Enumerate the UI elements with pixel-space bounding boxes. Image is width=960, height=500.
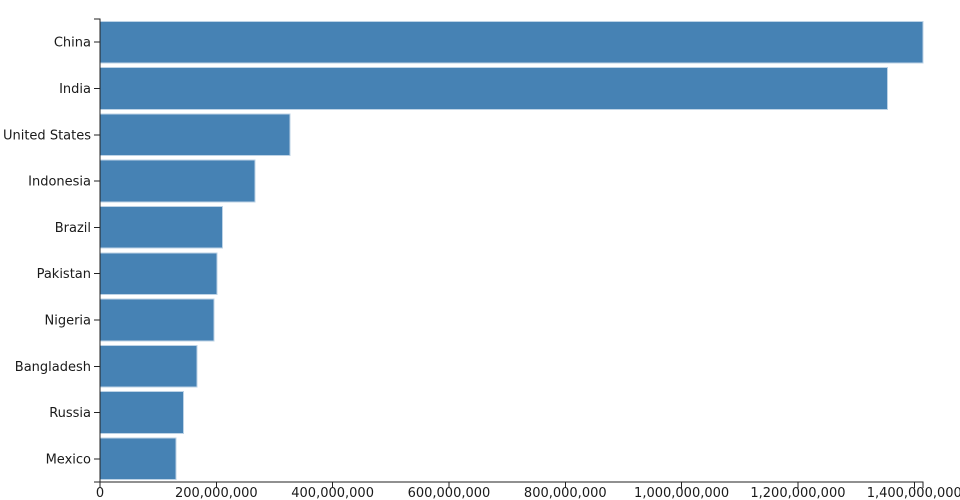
y-tick-label-indonesia: Indonesia [28,175,91,190]
y-axis: China India United States Indonesia Brazil Pa… [3,18,101,483]
x-tick-label: 1,200,000,000 [750,486,845,500]
x-tick-label: 200,000,000 [175,486,258,500]
bar-nigeria [99,298,215,342]
bar-brazil [99,206,224,249]
y-tick-label-nigeria: Nigeria [44,314,91,329]
y-tick-label-mexico: Mexico [46,452,91,467]
y-tick-label-china: China [54,36,91,51]
x-tick-label: 1,400,000,000 [867,486,960,500]
bars-group [99,20,924,481]
bar-united-states [99,113,291,157]
x-tick-label: 1,000,000,000 [634,486,729,500]
y-tick-label-pakistan: Pakistan [37,267,91,282]
bar-bangladesh [99,344,198,388]
bar-pakistan [99,252,218,295]
y-tick-label-brazil: Brazil [55,221,91,236]
bar-indonesia [99,159,256,203]
bar-china [99,20,924,64]
y-axis-line [94,18,101,483]
x-axis: 0 200,000,000 400,000,000 600,000,000 800,00… [96,481,960,500]
y-tick-label-india: India [59,82,91,97]
x-tick-label: 800,000,000 [524,486,607,500]
y-tick-label-united-states: United States [3,128,91,143]
bar-mexico [99,437,177,481]
bar-russia [99,391,185,434]
y-tick-label-bangladesh: Bangladesh [15,360,91,375]
x-tick-label: 0 [96,486,104,500]
bar-india [99,67,889,110]
y-tick-label-russia: Russia [49,406,91,421]
x-tick-label: 400,000,000 [291,486,374,500]
x-tick-label: 600,000,000 [408,486,491,500]
